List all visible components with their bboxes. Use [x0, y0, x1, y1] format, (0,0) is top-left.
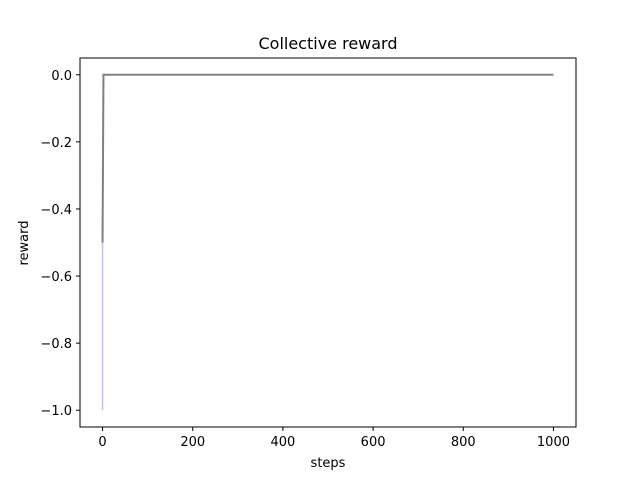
y-tick-label: −0.8: [40, 337, 72, 352]
series-layer: [101, 73, 554, 411]
x-axis-label: steps: [311, 456, 346, 471]
y-tick-label: −0.6: [40, 270, 72, 285]
x-tick-label: 600: [361, 435, 386, 450]
chart-title: Collective reward: [258, 34, 397, 53]
x-tick-label: 0: [98, 435, 106, 450]
plot-area: [79, 57, 577, 428]
y-tick-label: −1.0: [40, 404, 72, 419]
y-tick-label: 0.0: [51, 69, 72, 84]
series-line-1: [101, 73, 554, 243]
x-tick-label: 200: [180, 435, 205, 450]
y-axis-label: reward: [17, 220, 32, 265]
x-tick-label: 800: [451, 435, 476, 450]
x-axis: 0 200 400 600 800 1000: [98, 427, 570, 450]
y-tick-label: −0.4: [40, 203, 72, 218]
y-tick-label: −0.2: [40, 136, 72, 151]
y-axis: 0.0 −0.2 −0.4 −0.6 −0.8 −1.0: [40, 69, 80, 419]
x-tick-label: 400: [270, 435, 295, 450]
x-tick-label: 1000: [537, 435, 570, 450]
